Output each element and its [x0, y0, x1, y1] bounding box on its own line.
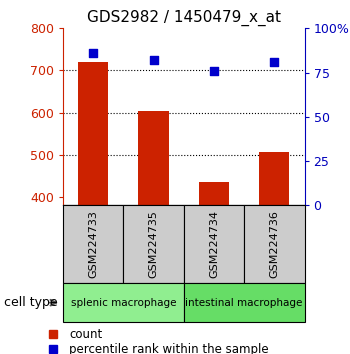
Point: [151, 57, 156, 63]
Bar: [139, 112, 169, 205]
Point: [211, 68, 217, 74]
Text: GSM224736: GSM224736: [269, 210, 279, 278]
Bar: [259, 152, 289, 205]
Point: [90, 50, 96, 56]
Bar: [63, 205, 123, 283]
Bar: [63, 283, 184, 322]
Bar: [244, 205, 304, 283]
Text: GSM224735: GSM224735: [148, 210, 159, 278]
Text: intestinal macrophage: intestinal macrophage: [186, 298, 303, 308]
Bar: [123, 205, 184, 283]
Legend: count, percentile rank within the sample: count, percentile rank within the sample: [41, 328, 269, 354]
Text: splenic macrophage: splenic macrophage: [71, 298, 176, 308]
Title: GDS2982 / 1450479_x_at: GDS2982 / 1450479_x_at: [87, 9, 281, 25]
Bar: [78, 62, 108, 205]
Bar: [184, 205, 244, 283]
Text: GSM224733: GSM224733: [88, 210, 98, 278]
Bar: [184, 283, 304, 322]
Point: [272, 59, 277, 65]
Text: cell type: cell type: [4, 296, 57, 309]
Text: GSM224734: GSM224734: [209, 210, 219, 278]
Bar: [199, 182, 229, 205]
